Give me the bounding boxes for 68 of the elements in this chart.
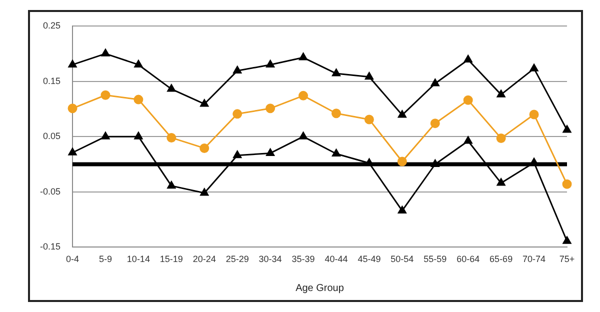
x-tick-label: 10-14: [126, 254, 150, 264]
x-tick-label: 65-69: [490, 254, 513, 264]
point: [364, 114, 374, 124]
point: [232, 109, 242, 119]
point: [299, 52, 308, 60]
point: [200, 143, 210, 153]
point: [266, 148, 275, 156]
x-tick-label: 5-9: [98, 254, 112, 264]
point: [430, 78, 440, 86]
point: [299, 132, 308, 140]
point: [167, 181, 176, 189]
y-tick-label: -0.15: [40, 242, 61, 252]
point: [496, 178, 506, 186]
x-tick-label: 40-44: [324, 254, 348, 264]
point: [529, 110, 539, 120]
x-tick-label: 45-49: [358, 254, 381, 264]
point: [266, 104, 276, 114]
point: [233, 150, 242, 158]
point: [364, 72, 374, 80]
point: [68, 60, 77, 68]
point: [332, 68, 340, 76]
point: [68, 104, 78, 114]
point: [134, 94, 144, 104]
x-axis-title: Age Group: [296, 282, 344, 294]
y-tick-label: 0.15: [42, 76, 61, 86]
point: [562, 236, 572, 244]
point: [167, 84, 176, 92]
point: [562, 125, 572, 133]
point: [331, 108, 341, 118]
point: [398, 110, 406, 118]
point: [100, 90, 110, 100]
point: [430, 160, 440, 167]
x-tick-label: 0-4: [66, 254, 80, 264]
point: [562, 179, 572, 189]
x-tick-label: 75+: [559, 254, 575, 264]
point: [430, 118, 440, 128]
x-tick-label: 60-64: [456, 254, 480, 264]
x-tick-label: 15-19: [160, 254, 183, 264]
point: [200, 188, 209, 196]
point: [398, 206, 406, 214]
x-tick-label: 35-39: [292, 254, 315, 264]
point: [200, 99, 209, 107]
point: [464, 54, 472, 62]
point: [496, 134, 506, 144]
point: [101, 48, 110, 56]
point: [68, 148, 77, 156]
x-tick-label: 25-29: [226, 254, 249, 264]
x-tick-label: 70-74: [522, 254, 546, 264]
x-tick-label: 50-54: [390, 254, 414, 264]
x-tick-label: 55-59: [424, 254, 447, 264]
point: [266, 60, 275, 68]
point: [397, 156, 407, 166]
point: [166, 132, 176, 142]
y-tick-label: -0.05: [40, 186, 61, 196]
point: [496, 90, 506, 98]
point: [101, 132, 110, 140]
point: [464, 136, 472, 144]
y-tick-label: 0.05: [42, 131, 61, 142]
point: [233, 66, 242, 74]
point: [134, 132, 143, 140]
x-tick-label: 20-24: [192, 254, 216, 264]
point: [134, 60, 143, 68]
point: [530, 64, 538, 72]
point: [463, 95, 473, 105]
point: [298, 90, 308, 100]
x-tick-label: 30-34: [258, 254, 282, 264]
y-tick-label: 0.25: [42, 20, 61, 30]
point: [332, 148, 340, 156]
